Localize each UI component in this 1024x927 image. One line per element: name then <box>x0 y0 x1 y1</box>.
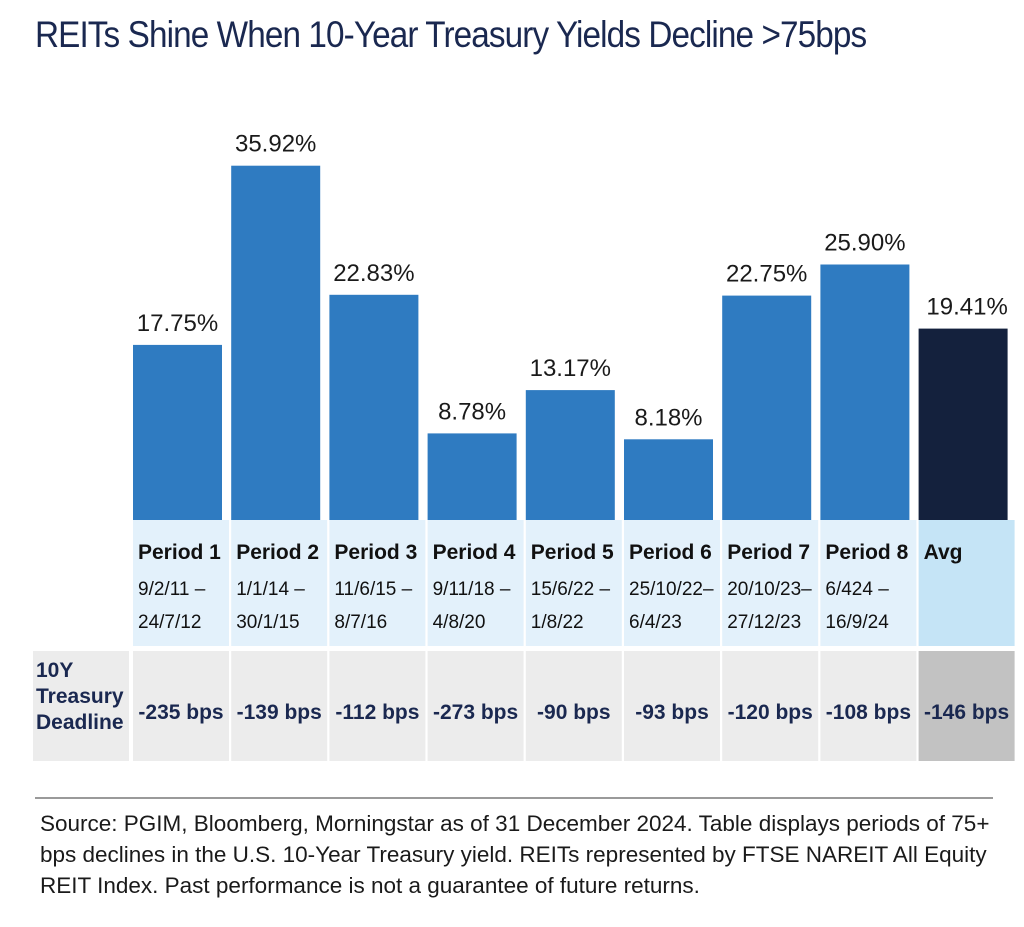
period-name: Period 4 <box>433 541 516 564</box>
footer-divider <box>35 797 993 799</box>
period-end-date: 8/7/16 <box>334 612 387 633</box>
bps-value: -146 bps <box>924 701 1009 724</box>
bar-value-label: 25.90% <box>824 230 905 257</box>
period-start-date: 9/2/11 – <box>138 579 206 600</box>
bps-cell <box>231 651 328 761</box>
bps-cell <box>624 651 720 761</box>
row-header-line: 10Y <box>36 659 73 682</box>
bar-value-label: 19.41% <box>926 294 1007 321</box>
bps-value: -108 bps <box>826 701 911 724</box>
period-start-date: 11/6/15 – <box>334 579 412 600</box>
bps-value: -235 bps <box>138 701 223 724</box>
period-cell <box>525 520 622 646</box>
bps-cell <box>918 651 1015 761</box>
bps-value: -90 bps <box>537 701 611 724</box>
period-end-date: 6/4/23 <box>629 612 682 633</box>
bar-period-4 <box>427 433 517 520</box>
period-name: Period 8 <box>825 541 908 564</box>
period-end-date: 1/8/22 <box>531 612 584 633</box>
bar-value-label: 17.75% <box>137 310 218 337</box>
period-start-date: 15/6/22 – <box>531 579 611 600</box>
bar-value-label: 22.75% <box>726 261 807 288</box>
bar-period-8 <box>820 264 910 520</box>
period-end-date: 24/7/12 <box>138 612 201 633</box>
source-note: Source: PGIM, Bloomberg, Morningstar as … <box>40 811 990 898</box>
bps-value: -120 bps <box>728 701 813 724</box>
bar-value-label: 35.92% <box>235 131 316 158</box>
bar-period-1 <box>133 344 222 520</box>
period-cell <box>918 520 1015 646</box>
row-header-cell <box>33 651 129 761</box>
period-cell <box>427 520 524 646</box>
period-name: Period 6 <box>629 541 712 564</box>
bar-value-label: 8.18% <box>634 404 702 431</box>
period-start-date: 1/1/14 – <box>236 579 305 600</box>
period-end-date: 27/12/23 <box>727 612 801 633</box>
bps-value: -273 bps <box>433 701 518 724</box>
bar-value-label: 22.83% <box>333 260 414 287</box>
bps-cell <box>133 651 229 761</box>
bar-value-label: 13.17% <box>530 355 611 382</box>
bar-period-6 <box>624 439 713 520</box>
period-start-date: 20/10/23– <box>727 579 812 600</box>
bps-cell <box>525 651 622 761</box>
bps-cell <box>427 651 524 761</box>
bps-value: -112 bps <box>335 701 419 724</box>
period-cell <box>820 520 917 646</box>
row-header-line: Deadline <box>36 711 124 734</box>
bar-period-5 <box>525 390 615 520</box>
period-name: Avg <box>924 541 963 564</box>
bps-value: -139 bps <box>237 701 322 724</box>
period-name: Period 2 <box>236 541 319 564</box>
chart-title: REITs Shine When 10-Year Treasury Yields… <box>35 14 867 55</box>
period-end-date: 30/1/15 <box>236 612 299 633</box>
period-cell <box>722 520 819 646</box>
period-name: Period 5 <box>531 541 614 564</box>
bar-period-7 <box>722 295 812 520</box>
row-header-line: Treasury <box>36 685 124 708</box>
period-name: Period 1 <box>138 541 221 564</box>
bps-cell <box>722 651 819 761</box>
period-end-date: 4/8/20 <box>433 612 486 633</box>
bps-cell <box>329 651 426 761</box>
bar-avg <box>918 328 1008 520</box>
period-start-date: 9/11/18 – <box>433 579 511 600</box>
period-start-date: 6/424 – <box>825 579 889 600</box>
bar-period-2 <box>231 165 321 520</box>
period-cell <box>231 520 328 646</box>
period-name: Period 3 <box>334 541 417 564</box>
period-end-date: 16/9/24 <box>825 612 889 633</box>
period-cell <box>624 520 720 646</box>
bar-value-label: 8.78% <box>438 398 506 425</box>
period-cell <box>133 520 229 646</box>
bar-period-3 <box>329 294 419 520</box>
bps-cell <box>820 651 917 761</box>
period-cell <box>329 520 426 646</box>
bps-value: -93 bps <box>635 701 709 724</box>
period-start-date: 25/10/22– <box>629 579 714 600</box>
period-name: Period 7 <box>727 541 810 564</box>
